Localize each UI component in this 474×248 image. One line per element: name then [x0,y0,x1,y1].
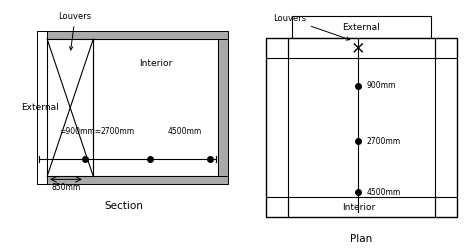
Bar [37,31,47,184]
Text: 2700mm: 2700mm [100,127,135,136]
Bar [47,39,218,176]
Bar [37,31,228,39]
Text: =900mm=: =900mm= [59,127,101,136]
Text: 850mm: 850mm [51,183,81,192]
Text: Louvers: Louvers [59,12,92,50]
Text: External: External [21,103,59,112]
Text: 4500mm: 4500mm [168,127,202,136]
Text: Interior: Interior [139,59,173,68]
Text: External: External [342,23,380,31]
Text: 2700mm: 2700mm [366,137,401,146]
Text: 900mm: 900mm [366,81,396,90]
Bar [292,16,431,38]
Bar [218,39,228,176]
Text: Interior: Interior [342,203,375,212]
Bar [266,38,457,217]
Text: Section: Section [104,201,143,211]
Text: Louvers: Louvers [273,14,350,40]
Bar [37,176,228,184]
Text: 4500mm: 4500mm [366,188,401,197]
Text: Plan: Plan [350,234,373,244]
Bar [47,39,93,176]
